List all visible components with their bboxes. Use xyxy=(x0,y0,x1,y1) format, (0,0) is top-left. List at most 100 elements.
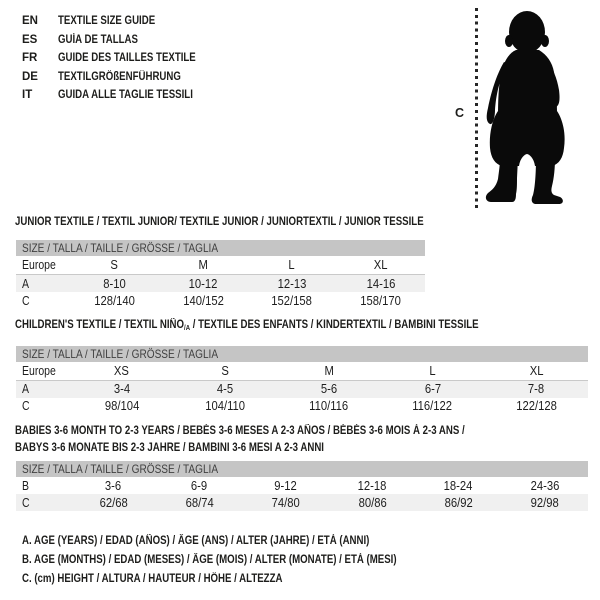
table-cell: 74/80 xyxy=(271,495,300,510)
title-segment: / TEXTILE DES ENFANTS / KINDERTEXTIL / B… xyxy=(190,319,479,331)
row-label: Europe xyxy=(22,363,56,378)
table-cell: 92/98 xyxy=(530,495,559,510)
title-segment: BABYS 3-6 MONATE BIS 2-3 JAHRE / BAMBINI… xyxy=(15,442,324,454)
table-row: Europe XS S M L XL xyxy=(16,362,588,381)
language-row-de: DE TEXTILGRÖßENFÜHRUNG xyxy=(22,68,222,87)
table-cell: 86/92 xyxy=(444,495,473,510)
note-text: B. AGE (MONTHS) / EDAD (MESES) / ÂGE (MO… xyxy=(22,554,397,567)
table-cell: L xyxy=(429,363,436,378)
table-cell: 128/140 xyxy=(94,293,135,308)
title-segment: JUNIOR TEXTILE / TEXTIL JUNIOR/ TEXTILE … xyxy=(15,216,424,228)
table-row: C 128/140 140/152 152/158 158/170 xyxy=(16,292,425,309)
table-cell: 4-5 xyxy=(217,382,234,397)
size-table: Europe XS S M L XL A 3-4 4-5 5-6 6-7 7-8 C 98/104 104/… xyxy=(16,362,588,415)
row-label: A xyxy=(22,276,30,291)
language-row-en: EN TEXTILE SIZE GUIDE xyxy=(22,12,222,31)
junior-textile-section: JUNIOR TEXTILE / TEXTIL JUNIOR/ TEXTILE … xyxy=(15,214,425,309)
language-title: GUIDA ALLE TAGLIE TESSILI xyxy=(58,89,193,102)
table-cell: 24-36 xyxy=(530,478,560,493)
table-cell: M xyxy=(324,363,334,378)
table-cell: M xyxy=(198,258,208,272)
table-cell: S xyxy=(221,363,230,378)
language-code: ES xyxy=(22,33,38,46)
title-segment: BABIES 3-6 MONTH TO 2-3 YEARS / BEBÉS 3-… xyxy=(15,425,465,437)
table-row: A 8-10 10-12 12-13 14-16 xyxy=(16,275,425,292)
table-title: CHILDREN'S TEXTILE / TEXTIL NIÑO/A / TEX… xyxy=(15,317,588,337)
table-cell: 116/122 xyxy=(412,399,453,414)
note-text: A. AGE (YEARS) / EDAD (AÑOS) / ÂGE (ANS)… xyxy=(22,535,370,548)
table-row: C 98/104 104/110 110/116 116/122 122/128 xyxy=(16,398,588,415)
table-cell: 62/68 xyxy=(99,495,128,510)
table-cell: 98/104 xyxy=(104,399,139,414)
language-title-block: EN TEXTILE SIZE GUIDE ES GUÍA DE TALLAS … xyxy=(22,12,222,105)
table-row: B 3-6 6-9 9-12 12-18 18-24 24-36 xyxy=(16,477,588,494)
row-label: C xyxy=(22,399,30,414)
size-header-bar: SIZE / TALLA / TAILLE / GRÖSSE / TAGLIA xyxy=(16,461,588,477)
table-cell: L xyxy=(288,258,295,272)
table-cell: 152/158 xyxy=(271,293,313,308)
table-title-text: CHILDREN'S TEXTILE / TEXTIL NIÑO/A / TEX… xyxy=(15,317,479,337)
language-title: GUÍA DE TALLAS xyxy=(58,33,138,46)
table-title: JUNIOR TEXTILE / TEXTIL JUNIOR/ TEXTILE … xyxy=(15,214,425,231)
babies-textile-section: BABIES 3-6 MONTH TO 2-3 YEARS / BEBÉS 3-… xyxy=(15,423,588,511)
title-segment: CHILDREN'S TEXTILE / TEXTIL NIÑO xyxy=(15,319,185,331)
size-header-label: SIZE / TALLA / TAILLE / GRÖSSE / TAGLIA xyxy=(22,462,219,476)
height-reference-dotted-line xyxy=(475,8,478,208)
table-cell: 12-18 xyxy=(357,478,387,493)
table-cell: 8-10 xyxy=(103,276,126,291)
size-header-label: SIZE / TALLA / TAILLE / GRÖSSE / TAGLIA xyxy=(22,346,219,361)
table-cell: XL xyxy=(373,258,388,272)
table-cell: 3-6 xyxy=(105,478,122,493)
table-cell: 122/128 xyxy=(515,399,557,414)
row-label: C xyxy=(22,293,30,308)
table-cell: 6-7 xyxy=(424,382,441,397)
height-measure-label: C xyxy=(455,106,465,120)
language-row-fr: FR GUIDE DES TAILLES TEXTILE xyxy=(22,49,222,68)
language-code: EN xyxy=(22,15,38,28)
children-textile-section: CHILDREN'S TEXTILE / TEXTIL NIÑO/A / TEX… xyxy=(15,317,588,415)
note-age-months: B. AGE (MONTHS) / EDAD (MESES) / ÂGE (MO… xyxy=(22,551,468,570)
size-header-bar: SIZE / TALLA / TAILLE / GRÖSSE / TAGLIA xyxy=(16,345,588,362)
table-cell: 158/170 xyxy=(360,293,401,308)
table-title-text: JUNIOR TEXTILE / TEXTIL JUNIOR/ TEXTILE … xyxy=(15,214,424,231)
language-code: DE xyxy=(22,70,38,83)
table-cell: 9-12 xyxy=(274,478,298,493)
table-cell: 14-16 xyxy=(366,276,396,291)
language-row-es: ES GUÍA DE TALLAS xyxy=(22,31,222,50)
table-cell: S xyxy=(110,258,119,272)
table-cell: 104/110 xyxy=(205,399,246,414)
note-age-years: A. AGE (YEARS) / EDAD (AÑOS) / ÂGE (ANS)… xyxy=(22,532,468,551)
size-table: Europe S M L XL A 8-10 10-12 12-13 14-16 C 128/140 1… xyxy=(16,256,425,309)
language-code: IT xyxy=(22,89,33,102)
baby-silhouette-icon xyxy=(485,11,565,204)
note-height-cm: C. (cm) HEIGHT / ALTURA / HAUTEUR / HÖHE… xyxy=(22,569,468,588)
size-header-label: SIZE / TALLA / TAILLE / GRÖSSE / TAGLIA xyxy=(22,241,219,255)
table-cell: 10-12 xyxy=(188,276,218,291)
table-cell: 80/86 xyxy=(358,495,387,510)
size-header-bar: SIZE / TALLA / TAILLE / GRÖSSE / TAGLIA xyxy=(16,240,425,256)
row-label: B xyxy=(22,478,30,493)
table-cell: 68/74 xyxy=(185,495,214,510)
language-title: TEXTILGRÖßENFÜHRUNG xyxy=(58,70,181,83)
size-table: B 3-6 6-9 9-12 12-18 18-24 24-36 C 62/68 68/74 74/… xyxy=(16,477,588,511)
table-cell: 3-4 xyxy=(113,382,130,397)
row-label: C xyxy=(22,495,30,510)
language-row-it: IT GUIDA ALLE TAGLIE TESSILI xyxy=(22,86,222,105)
table-cell: 140/152 xyxy=(182,293,224,308)
table-row: Europe S M L XL xyxy=(16,256,425,275)
table-row: A 3-4 4-5 5-6 6-7 7-8 xyxy=(16,380,588,398)
table-cell: XL xyxy=(529,363,544,378)
table-cell: XS xyxy=(114,363,130,378)
table-cell: 110/116 xyxy=(309,399,349,414)
table-cell: 6-9 xyxy=(191,478,208,493)
language-title: GUIDE DES TAILLES TEXTILE xyxy=(58,52,196,65)
table-title: BABIES 3-6 MONTH TO 2-3 YEARS / BEBÉS 3-… xyxy=(15,423,588,457)
language-title: TEXTILE SIZE GUIDE xyxy=(58,15,156,28)
table-cell: 5-6 xyxy=(320,382,338,397)
table-row: C 62/68 68/74 74/80 80/86 86/92 92/98 xyxy=(16,494,588,511)
note-text: C. (cm) HEIGHT / ALTURA / HAUTEUR / HÖHE… xyxy=(22,572,283,585)
table-cell: 18-24 xyxy=(444,478,473,493)
table-cell: 12-13 xyxy=(277,276,307,291)
legend-notes: A. AGE (YEARS) / EDAD (AÑOS) / ÂGE (ANS)… xyxy=(22,532,468,588)
